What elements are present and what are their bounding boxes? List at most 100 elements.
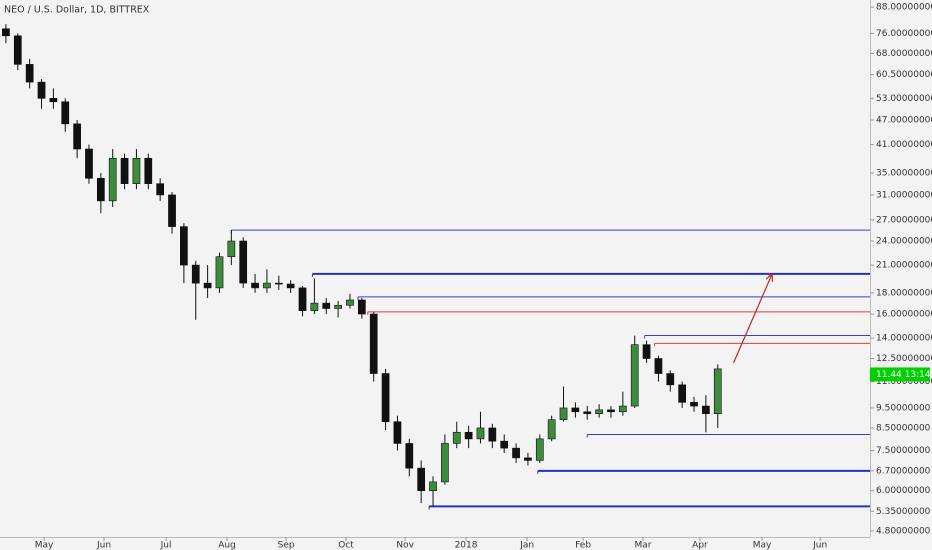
x-tick-label: Jan [519, 541, 534, 550]
candle-body [512, 447, 520, 459]
y-tick-label: 21.00000000 [876, 261, 932, 271]
y-tick-label: 8.50000000 [876, 423, 931, 433]
candle-body [441, 443, 449, 483]
candle-body [263, 282, 271, 289]
x-tick-label: Jul [160, 541, 172, 550]
candle-body [144, 157, 153, 184]
candle-body [690, 402, 698, 407]
x-tick-label: Apr [692, 541, 708, 550]
y-tick-label: 16.00000000 [876, 310, 932, 320]
y-tick-label: 18.00000000 [876, 288, 932, 298]
candle-body [583, 411, 592, 415]
x-tick-label: Mar [635, 541, 652, 550]
candle-body [618, 405, 627, 413]
x-tick-label: Feb [575, 541, 591, 550]
y-tick-label: 14.00000000 [876, 334, 932, 344]
y-tick-label: 76.00000000 [876, 29, 932, 39]
y-tick-label: 41.00000000 [876, 140, 932, 150]
y-tick-label: 35.00000000 [876, 169, 932, 179]
candle-body [85, 148, 93, 179]
candle-body [595, 409, 603, 415]
y-tick-label: 27.00000000 [876, 215, 932, 225]
candle-body [417, 467, 426, 492]
candle-body [274, 282, 283, 285]
y-tick-label: 11.00000000 [876, 377, 932, 387]
y-tick-label: 53.00000000 [876, 94, 932, 104]
candle-body [2, 28, 10, 37]
candle-body [630, 344, 639, 407]
candle-body [120, 157, 129, 184]
x-tick-label: Oct [338, 541, 354, 550]
y-tick-label: 6.70000000 [876, 466, 931, 476]
x-tick-label: Nov [396, 541, 414, 550]
last-price-box [870, 367, 930, 382]
candle-body [464, 431, 473, 440]
y-tick-label: 7.50000000 [876, 446, 931, 456]
y-tick-label: 12.50000000 [876, 354, 932, 364]
candle-body [132, 157, 141, 184]
x-tick-label: May [753, 541, 772, 550]
candle-body [666, 373, 675, 386]
candle-body [357, 299, 366, 315]
candle-body [191, 264, 200, 284]
y-tick-label: 88.00000000 [876, 3, 932, 13]
candle-body [547, 419, 556, 440]
candle-body [500, 440, 509, 449]
candle-body [642, 344, 651, 359]
candle-body [571, 407, 580, 413]
candle-body [346, 299, 354, 306]
candle-body [381, 373, 390, 423]
candle-body [168, 194, 176, 227]
candle-body [678, 384, 687, 403]
candle-body [322, 302, 331, 309]
candle-body [393, 421, 402, 444]
candle-body [108, 157, 117, 202]
candle-body [180, 226, 188, 266]
candle-body [369, 313, 378, 374]
candle-body [488, 427, 497, 442]
candle-body [49, 98, 58, 103]
x-tick-label: May [35, 541, 54, 550]
x-tick-label: Jun [812, 541, 827, 550]
candle-body [476, 427, 485, 440]
arrow-line [733, 273, 773, 364]
candle-body [524, 457, 532, 461]
candle-body [286, 283, 295, 289]
candle-body [702, 405, 710, 415]
candle-body [25, 64, 34, 83]
y-tick-label: 5.35000000 [876, 507, 931, 517]
candle-body [215, 256, 224, 289]
candle-body [535, 438, 544, 461]
candle-body [251, 282, 259, 289]
candle-body [607, 409, 615, 413]
y-tick-label: 60.50000000 [876, 70, 932, 80]
candle-body [654, 358, 663, 374]
candle-body [156, 183, 165, 196]
candle-body [227, 240, 236, 258]
x-tick-label: Aug [218, 541, 236, 550]
candle-body [713, 368, 722, 415]
candle-body [452, 431, 461, 444]
candle-body [13, 35, 22, 65]
chart-title: NEO / U.S. Dollar, 1D, BITTREX [4, 5, 150, 16]
candle-body [61, 101, 70, 125]
last-price-label: 11.44 13:14 [876, 370, 931, 380]
candle-body [429, 481, 437, 492]
candle-body [37, 81, 46, 99]
candle-body [405, 443, 414, 469]
x-tick-label: 2018 [455, 541, 478, 550]
y-tick-label: 4.80000000 [876, 526, 931, 536]
candle-body [559, 407, 568, 420]
x-tick-label: Jun [96, 541, 111, 550]
candle-body [203, 282, 212, 289]
y-tick-label: 6.00000000 [876, 486, 931, 496]
candle-body [239, 240, 248, 284]
candle-body [96, 177, 105, 202]
x-tick-label: Sep [278, 541, 295, 550]
y-tick-label: 9.50000000 [876, 403, 931, 413]
y-tick-label: 24.00000000 [876, 237, 932, 247]
y-tick-label: 68.00000000 [876, 49, 932, 59]
